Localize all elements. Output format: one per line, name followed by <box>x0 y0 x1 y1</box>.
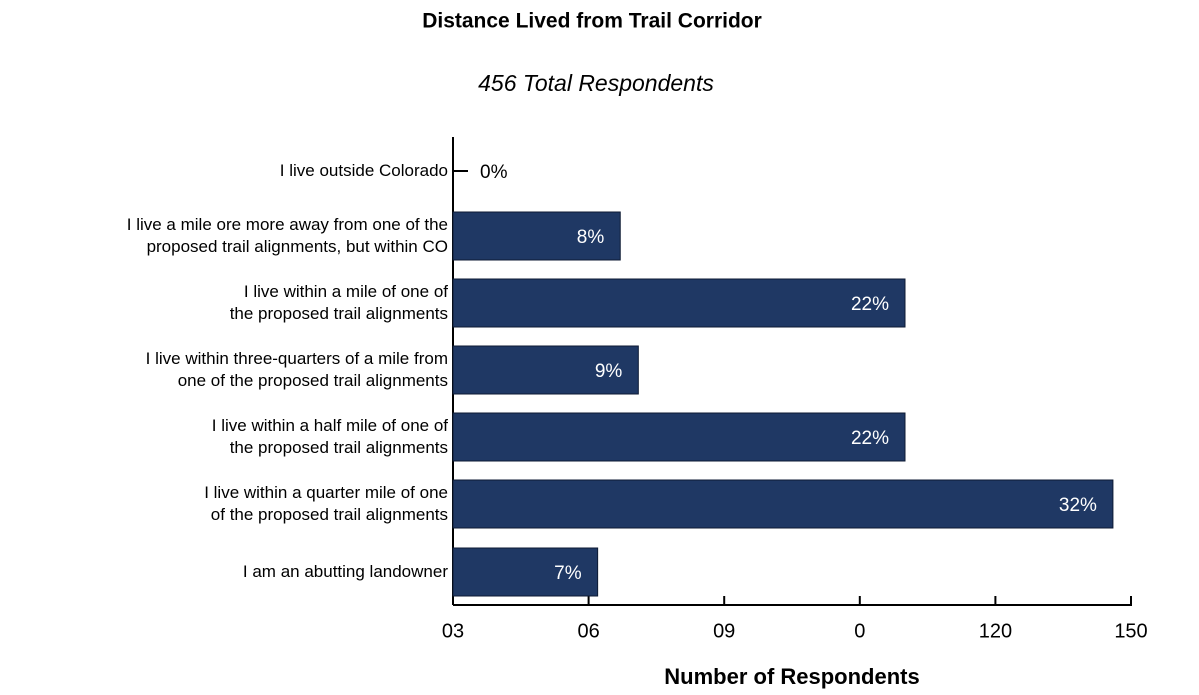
x-tick-label: 06 <box>577 620 599 642</box>
y-tick-label: I live within three-quarters of a mile f… <box>145 349 448 390</box>
data-label: 9% <box>595 361 623 382</box>
bar <box>452 412 906 462</box>
y-tick-label: I live within a mile of one of the propo… <box>229 282 448 323</box>
y-tick-label: I live outside Colorado <box>279 161 448 180</box>
data-label: 0% <box>480 162 508 183</box>
x-axis-title: Number of Respondents <box>664 664 919 689</box>
y-tick-label: I live within a quarter mile of one of t… <box>204 483 448 524</box>
bar <box>452 211 621 261</box>
bar <box>452 547 599 597</box>
bar <box>452 479 1114 529</box>
y-tick-label: I live a mile ore more away from one of … <box>126 215 448 256</box>
data-label: 22% <box>851 428 889 449</box>
y-tick-label: I am an abutting landowner <box>242 562 448 581</box>
x-tick-label: 09 <box>713 620 735 642</box>
x-tick-label: 0 <box>854 620 865 642</box>
chart-title: Distance Lived from Trail Corridor <box>422 10 762 33</box>
data-label: 32% <box>1059 495 1097 516</box>
x-tick-label: 03 <box>442 620 464 642</box>
x-tick-label: 120 <box>979 620 1012 642</box>
bar <box>452 278 906 328</box>
chart-subtitle: 456 Total Respondents <box>478 70 714 96</box>
bar <box>452 345 639 395</box>
data-label: 7% <box>554 563 582 584</box>
data-label: 22% <box>851 294 889 315</box>
x-tick-label: 150 <box>1114 620 1147 642</box>
y-tick-label: I live within a half mile of one of the … <box>211 416 448 457</box>
data-label: 8% <box>577 227 605 248</box>
